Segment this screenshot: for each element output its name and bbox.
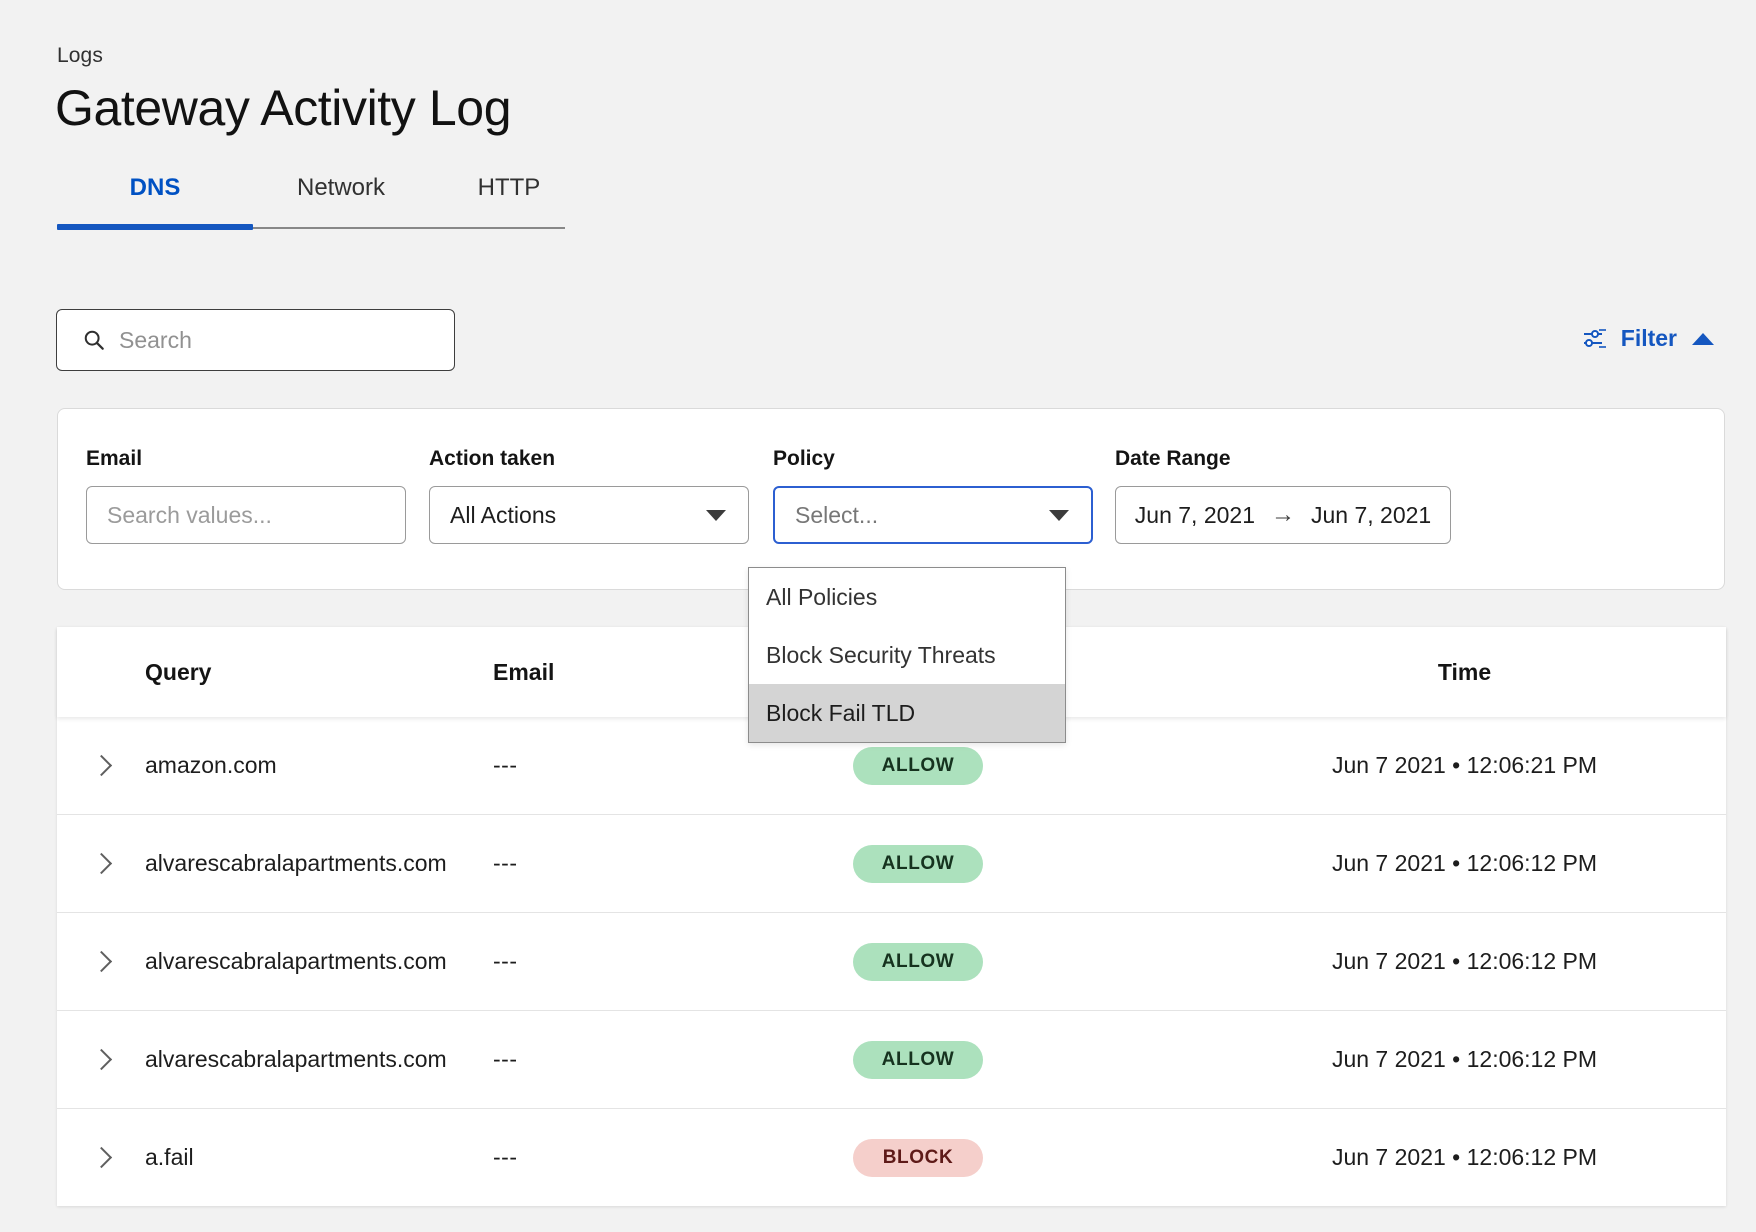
row-action-cell: ALLOW [853, 746, 1203, 785]
chevron-right-icon[interactable] [90, 950, 112, 973]
policy-select[interactable]: Select... [773, 486, 1093, 544]
row-time: Jun 7 2021 • 12:06:12 PM [1331, 1046, 1598, 1072]
table-row[interactable]: alvarescabralapartments.com --- ALLOW Ju… [57, 912, 1726, 1010]
filter-label-policy: Policy [773, 447, 835, 470]
status-badge: ALLOW [853, 746, 983, 785]
row-time: Jun 7 2021 • 12:06:12 PM [1331, 1144, 1598, 1170]
chevron-right-icon[interactable] [90, 1146, 112, 1169]
email-input-wrapper[interactable] [86, 486, 406, 544]
row-email: --- [493, 752, 518, 778]
row-action-cell: ALLOW [853, 1040, 1203, 1079]
row-expand-cell[interactable] [57, 1146, 145, 1169]
page-title: Gateway Activity Log [55, 80, 512, 136]
search-box[interactable] [56, 309, 455, 371]
chevron-right-icon[interactable] [90, 1048, 112, 1071]
table-row[interactable]: alvarescabralapartments.com --- ALLOW Ju… [57, 1010, 1726, 1108]
policy-option-block-security-threats[interactable]: Block Security Threats [766, 641, 996, 668]
policy-option-all-policies[interactable]: All Policies [766, 583, 878, 610]
row-query: alvarescabralapartments.com [145, 850, 447, 876]
table-row[interactable]: a.fail --- BLOCK Jun 7 2021 • 12:06:12 P… [57, 1108, 1726, 1206]
filter-panel: Email Action taken All Actions Policy Se… [57, 408, 1725, 590]
date-range-end[interactable]: Jun 7, 2021 [1311, 501, 1432, 528]
filter-field-policy: Policy Select... [773, 447, 1093, 544]
table-header-query: Query [145, 658, 212, 685]
date-range-picker[interactable]: Jun 7, 2021 → Jun 7, 2021 [1115, 486, 1451, 544]
breadcrumb: Logs [57, 44, 103, 67]
search-icon [84, 330, 104, 350]
email-filter-input[interactable] [87, 501, 405, 529]
row-query: alvarescabralapartments.com [145, 1046, 447, 1072]
chevron-down-icon [1049, 509, 1069, 521]
row-query: amazon.com [145, 752, 277, 778]
row-expand-cell[interactable] [57, 754, 145, 777]
tab-bar: DNS Network HTTP [57, 174, 627, 232]
arrow-right-icon: → [1271, 501, 1295, 528]
row-action-cell: BLOCK [853, 1138, 1203, 1177]
tab-dns[interactable]: DNS [129, 174, 181, 201]
policy-dropdown-menu: All Policies Block Security Threats Bloc… [748, 567, 1066, 743]
row-action-cell: ALLOW [853, 844, 1203, 883]
row-action-cell: ALLOW [853, 942, 1203, 981]
row-time: Jun 7 2021 • 12:06:12 PM [1331, 948, 1598, 974]
row-email: --- [493, 850, 518, 876]
filter-field-date-range: Date Range Jun 7, 2021 → Jun 7, 2021 [1115, 447, 1451, 544]
search-input[interactable] [119, 326, 419, 354]
filter-label-action-taken: Action taken [429, 447, 556, 470]
row-email: --- [493, 948, 518, 974]
status-badge: ALLOW [853, 1040, 983, 1079]
tab-http[interactable]: HTTP [477, 174, 541, 201]
tab-underline-active [57, 224, 253, 230]
filter-field-email: Email [86, 447, 406, 544]
table-row[interactable]: alvarescabralapartments.com --- ALLOW Ju… [57, 814, 1726, 912]
row-expand-cell[interactable] [57, 1048, 145, 1071]
activity-log-table: Query Email Time amazon.com --- ALLOW Ju… [57, 627, 1726, 1206]
policy-option-block-fail-tld[interactable]: Block Fail TLD [749, 684, 1065, 742]
row-email: --- [493, 1144, 518, 1170]
row-time: Jun 7 2021 • 12:06:12 PM [1331, 850, 1598, 876]
tab-underline-track [57, 227, 565, 229]
filter-label-date-range: Date Range [1115, 447, 1231, 470]
chevron-right-icon[interactable] [90, 754, 112, 777]
row-email: --- [493, 1046, 518, 1072]
date-range-start[interactable]: Jun 7, 2021 [1134, 501, 1255, 528]
status-badge: ALLOW [853, 942, 983, 981]
filter-label-email: Email [86, 447, 143, 470]
table-body: amazon.com --- ALLOW Jun 7 2021 • 12:06:… [57, 717, 1726, 1206]
policy-value: Select... [795, 501, 879, 528]
action-taken-value: All Actions [450, 501, 557, 528]
chevron-down-icon [706, 509, 726, 521]
sliders-icon [1583, 328, 1606, 348]
table-header-time: Time [1437, 658, 1492, 685]
status-badge: BLOCK [853, 1138, 983, 1177]
status-badge: ALLOW [853, 844, 983, 883]
chevron-right-icon[interactable] [90, 852, 112, 875]
caret-up-icon [1692, 332, 1714, 345]
row-query: a.fail [145, 1144, 194, 1170]
filter-field-action-taken: Action taken All Actions [429, 447, 749, 544]
row-expand-cell[interactable] [57, 950, 145, 973]
filter-toggle-button[interactable]: Filter [1582, 325, 1714, 352]
action-taken-select[interactable]: All Actions [429, 486, 749, 544]
tab-network[interactable]: Network [296, 174, 386, 201]
row-expand-cell[interactable] [57, 852, 145, 875]
row-time: Jun 7 2021 • 12:06:21 PM [1331, 752, 1598, 778]
filter-toggle-label: Filter [1620, 325, 1677, 351]
row-query: alvarescabralapartments.com [145, 948, 447, 974]
table-header-email: Email [493, 658, 555, 685]
